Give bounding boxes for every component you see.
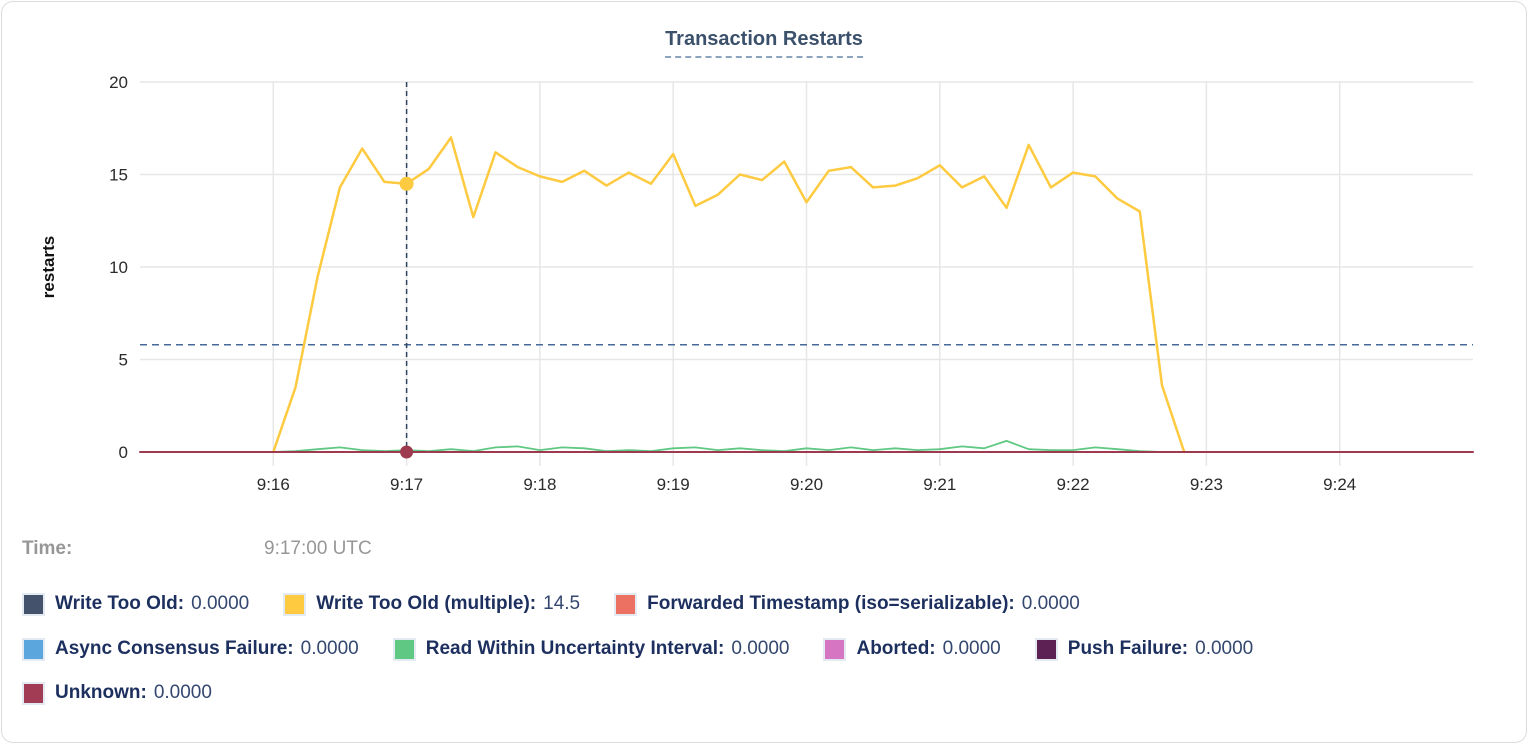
y-tick-label: 5 <box>119 351 128 370</box>
x-tick-label: 9:16 <box>257 475 290 494</box>
x-tick-label: 9:22 <box>1057 475 1090 494</box>
legend-item: Write Too Old: 0.0000 <box>22 592 250 616</box>
legend-swatch <box>1034 637 1058 661</box>
legend-label: Push Failure: <box>1067 638 1189 659</box>
legend-label: Write Too Old (multiple): <box>316 593 537 614</box>
y-tick-label: 15 <box>109 166 128 185</box>
legend-value: 0.0000 <box>153 682 212 703</box>
cursor-dot-highlight <box>399 176 414 191</box>
legend-item: Push Failure: 0.0000 <box>1034 637 1254 661</box>
legend-label: Forwarded Timestamp (iso=serializable): <box>647 593 1015 614</box>
time-value: 9:17:00 UTC <box>264 538 372 559</box>
legend-value: 14.5 <box>543 593 581 614</box>
legend-item: Async Consensus Failure: 0.0000 <box>22 637 359 661</box>
legend-row-1: Write Too Old: 0.0000 Write Too Old (multi… <box>22 592 1080 616</box>
series-line-write-too-old-multiple- <box>272 136 1186 454</box>
legend-item: Write Too Old (multiple): 14.5 <box>283 592 581 616</box>
legend-swatch <box>614 592 638 616</box>
legend-label: Write Too Old: <box>55 593 185 614</box>
cursor-time-row: Time: 9:17:00 UTC <box>22 538 1502 564</box>
transaction-restarts-chart[interactable]: 0 5 10 15 20 restarts 9:16 9:17 9:18 9:19 9:20 9:21… <box>2 2 1527 514</box>
legend-value: 0.0000 <box>300 638 359 659</box>
legend-swatch <box>823 637 847 661</box>
y-tick-label: 10 <box>109 258 128 277</box>
legend-label: Async Consensus Failure: <box>55 638 294 659</box>
y-axis-title: restarts <box>39 236 58 298</box>
x-tick-label: 9:21 <box>923 475 956 494</box>
legend-label: Unknown: <box>55 682 147 703</box>
x-tick-label: 9:23 <box>1190 475 1223 494</box>
legend-label: Aborted: <box>856 638 936 659</box>
legend-value: 0.0000 <box>731 638 790 659</box>
legend-row-3: Unknown: 0.0000 <box>22 681 212 705</box>
legend-item: Aborted: 0.0000 <box>823 637 1001 661</box>
legend-swatch <box>283 592 307 616</box>
x-tick-label: 9:19 <box>657 475 690 494</box>
x-tick-label: 9:18 <box>523 475 556 494</box>
legend-swatch <box>392 637 416 661</box>
chart-title[interactable]: Transaction Restarts <box>665 28 863 58</box>
x-tick-label: 9:20 <box>790 475 823 494</box>
legend-value: 0.0000 <box>942 638 1001 659</box>
legend-value: 0.0000 <box>1021 593 1080 614</box>
legend-value: 0.0000 <box>1195 638 1254 659</box>
legend-value: 0.0000 <box>191 593 250 614</box>
cursor-dot-zero <box>400 445 414 459</box>
legend-swatch <box>22 637 45 661</box>
legend-swatch <box>22 592 45 616</box>
x-tick-label: 9:24 <box>1323 475 1356 494</box>
legend-label: Read Within Uncertainty Interval: <box>425 638 725 659</box>
legend-item: Forwarded Timestamp (iso=serializable): 0… <box>614 592 1080 616</box>
y-tick-label: 20 <box>109 73 128 92</box>
time-label: Time: <box>22 538 73 559</box>
legend-item: Unknown: 0.0000 <box>22 681 212 705</box>
legend-swatch <box>22 681 45 705</box>
x-tick-label: 9:17 <box>390 475 423 494</box>
legend-row-2: Async Consensus Failure: 0.0000 Read Withi… <box>22 637 1253 661</box>
legend-item: Read Within Uncertainty Interval: 0.0000 <box>392 637 790 661</box>
series-line-read-within-uncertainty-interval <box>272 439 1186 453</box>
y-tick-label: 0 <box>119 443 128 462</box>
